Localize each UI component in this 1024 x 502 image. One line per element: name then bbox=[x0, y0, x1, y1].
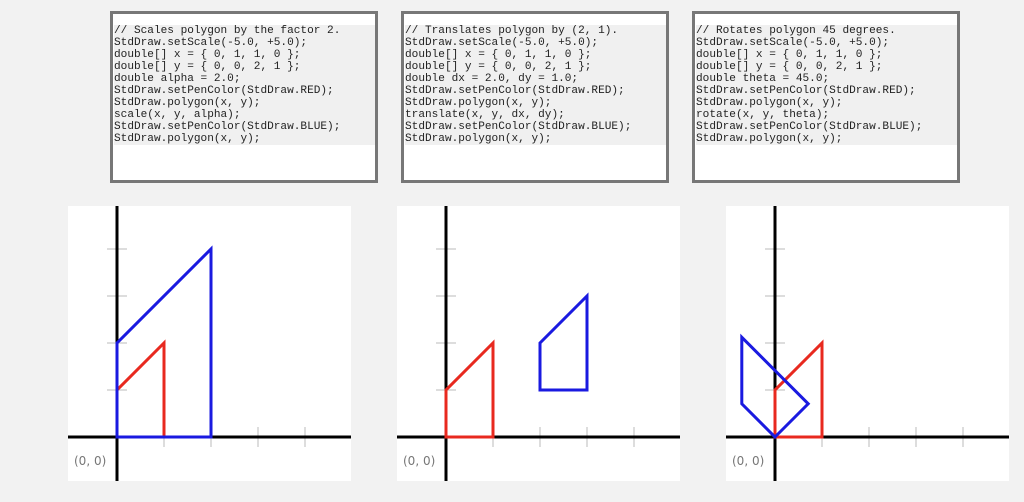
code-line: StdDraw.polygon(x, y); bbox=[114, 97, 375, 109]
transformed-polygon bbox=[538, 292, 589, 392]
code-line: StdDraw.polygon(x, y); bbox=[405, 133, 666, 145]
code-line: double[] y = { 0, 0, 2, 1 }; bbox=[114, 61, 375, 73]
code-line: // Scales polygon by the factor 2. bbox=[114, 25, 375, 37]
plot-panel-scale: (0, 0) bbox=[68, 206, 351, 481]
code-line: rotate(x, y, theta); bbox=[696, 109, 957, 121]
code-line: double[] x = { 0, 1, 1, 0 }; bbox=[696, 49, 957, 61]
code-line: StdDraw.setPenColor(StdDraw.BLUE); bbox=[405, 121, 666, 133]
code-line: StdDraw.polygon(x, y); bbox=[114, 133, 375, 145]
code-line: scale(x, y, alpha); bbox=[114, 109, 375, 121]
transformed-polygon bbox=[115, 245, 213, 439]
plot-panel-rotate: (0, 0) bbox=[726, 206, 1009, 481]
plot-canvas bbox=[397, 206, 680, 481]
code-box-rotate: // Rotates polygon 45 degrees. StdDraw.s… bbox=[692, 11, 960, 183]
transformed-polygon bbox=[740, 333, 811, 440]
code-line: translate(x, y, dx, dy); bbox=[405, 109, 666, 121]
plot-panel-translate: (0, 0) bbox=[397, 206, 680, 481]
code-line: StdDraw.setPenColor(StdDraw.BLUE); bbox=[696, 121, 957, 133]
code-line: StdDraw.setPenColor(StdDraw.RED); bbox=[114, 85, 375, 97]
origin-label: (0, 0) bbox=[74, 454, 107, 468]
code-line: StdDraw.polygon(x, y); bbox=[405, 97, 666, 109]
plot-canvas bbox=[726, 206, 1009, 481]
code-line: StdDraw.polygon(x, y); bbox=[696, 97, 957, 109]
code-line: StdDraw.setPenColor(StdDraw.BLUE); bbox=[114, 121, 375, 133]
code-line: double theta = 45.0; bbox=[696, 73, 957, 85]
origin-label: (0, 0) bbox=[403, 454, 436, 468]
code-box-scale: // Scales polygon by the factor 2. StdDr… bbox=[110, 11, 378, 183]
code-line: StdDraw.polygon(x, y); bbox=[696, 133, 957, 145]
code-line: double dx = 2.0, dy = 1.0; bbox=[405, 73, 666, 85]
code-line: StdDraw.setScale(-5.0, +5.0); bbox=[696, 37, 957, 49]
code-line: double alpha = 2.0; bbox=[114, 73, 375, 85]
code-line: StdDraw.setScale(-5.0, +5.0); bbox=[405, 37, 666, 49]
code-box-translate: // Translates polygon by (2, 1). StdDraw… bbox=[401, 11, 669, 183]
code-line: // Translates polygon by (2, 1). bbox=[405, 25, 666, 37]
code-line: double[] x = { 0, 1, 1, 0 }; bbox=[114, 49, 375, 61]
code-line: StdDraw.setScale(-5.0, +5.0); bbox=[114, 37, 375, 49]
code-line: double[] y = { 0, 0, 2, 1 }; bbox=[696, 61, 957, 73]
code-line: StdDraw.setPenColor(StdDraw.RED); bbox=[696, 85, 957, 97]
origin-label: (0, 0) bbox=[732, 454, 765, 468]
code-line: StdDraw.setPenColor(StdDraw.RED); bbox=[405, 85, 666, 97]
code-line: double[] y = { 0, 0, 2, 1 }; bbox=[405, 61, 666, 73]
code-line: double[] x = { 0, 1, 1, 0 }; bbox=[405, 49, 666, 61]
code-line: // Rotates polygon 45 degrees. bbox=[696, 25, 957, 37]
plot-canvas bbox=[68, 206, 351, 481]
original-polygon bbox=[444, 339, 495, 439]
original-polygon bbox=[773, 339, 824, 439]
